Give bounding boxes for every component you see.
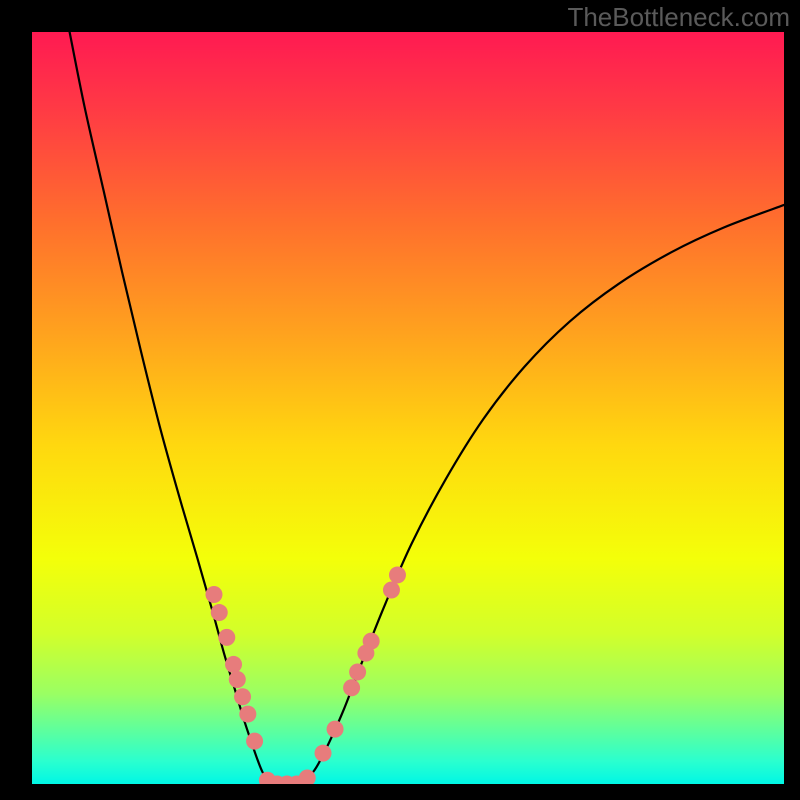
data-marker [229, 671, 246, 688]
data-marker [234, 688, 251, 705]
data-marker [383, 581, 400, 598]
data-marker [363, 633, 380, 650]
data-marker [239, 706, 256, 723]
data-marker [389, 566, 406, 583]
data-marker [343, 679, 360, 696]
chart-container: TheBottleneck.com [0, 0, 800, 800]
plot-svg [32, 32, 784, 784]
data-marker [218, 629, 235, 646]
data-marker [349, 663, 366, 680]
data-marker [211, 604, 228, 621]
data-marker [225, 656, 242, 673]
data-marker [246, 733, 263, 750]
data-marker [205, 586, 222, 603]
data-marker [315, 745, 332, 762]
watermark-text: TheBottleneck.com [567, 2, 790, 33]
plot-area [32, 32, 784, 784]
gradient-background [32, 32, 784, 784]
data-marker [327, 721, 344, 738]
